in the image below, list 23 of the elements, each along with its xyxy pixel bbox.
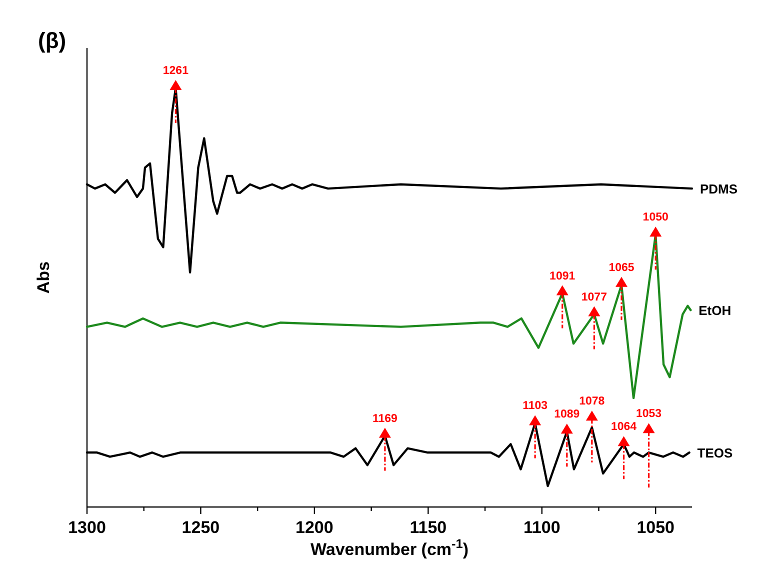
annotation: 1169 — [372, 412, 398, 425]
annotation: 1103 — [522, 400, 548, 412]
series-label: TEOS — [697, 446, 733, 461]
x-tick-label: 1250 — [182, 518, 220, 537]
x-tick-label: 1300 — [68, 518, 106, 537]
series-label: EtOH — [698, 303, 732, 318]
annotation: 1064 — [610, 421, 638, 434]
x-tick-label: 1100 — [523, 518, 560, 537]
y-axis-title: Abs — [34, 261, 53, 294]
x-tick-label: 1200 — [296, 518, 334, 537]
annotation: 1091 — [550, 270, 576, 282]
series-label: PDMS — [700, 182, 738, 197]
annotation: 1261 — [162, 65, 190, 77]
x-tick-label: 1050 — [636, 518, 675, 537]
annotation: 1065 — [608, 262, 635, 274]
x-axis-title: Wavenumber (cm$^{-1}$) — [310, 536, 469, 559]
annotation: 1078 — [579, 396, 606, 408]
x-tick-label: 1150 — [410, 518, 447, 537]
chart-title: (β) — [38, 28, 66, 53]
annotation: 1053 — [636, 408, 662, 420]
annotation: 1089 — [554, 408, 580, 421]
annotation: 1077 — [581, 291, 607, 304]
annotation: 1050 — [642, 212, 668, 224]
